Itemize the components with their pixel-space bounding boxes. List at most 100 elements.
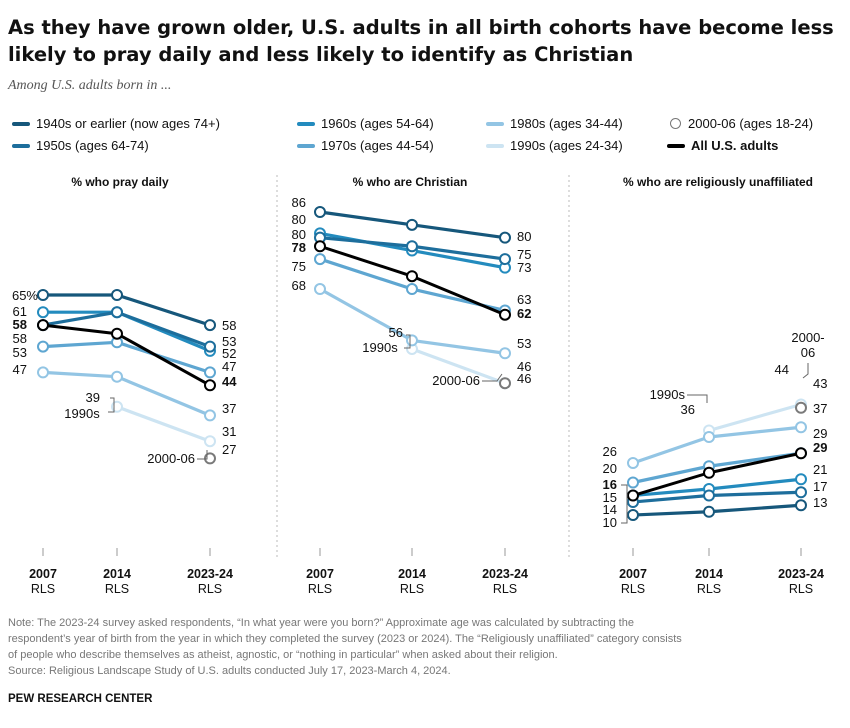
legend-item-1970s: 1970s (ages 44-54) <box>297 138 434 153</box>
data-label: 65% <box>12 288 38 303</box>
series-line-1990s <box>708 402 802 433</box>
data-point-all <box>204 379 216 392</box>
data-point-all <box>111 327 123 340</box>
data-point-1940s <box>499 231 511 244</box>
data-label: 20 <box>603 461 617 476</box>
chart-subtitle: Among U.S. adults born in ... <box>8 78 172 93</box>
data-point-all <box>37 319 49 332</box>
panel-title: % who are religiously unaffiliated <box>623 175 813 189</box>
legend-label: 1970s (ages 44-54) <box>321 138 434 153</box>
legend-label: 1940s or earlier (now ages 74+) <box>36 116 220 131</box>
data-point-1970s <box>314 253 326 266</box>
x-tick-label: 2023-24 <box>778 567 824 581</box>
data-label: 16 <box>603 477 617 492</box>
data-point-1950s <box>406 240 418 253</box>
data-label: 29 <box>813 426 827 441</box>
source-line: Source: Religious Landscape Study of U.S… <box>8 665 451 677</box>
x-tick-label: 2007 <box>306 567 334 581</box>
data-point-all <box>406 270 418 283</box>
chart-title: As they have grown older, U.S. adults in… <box>8 16 834 66</box>
data-point-all <box>314 240 326 253</box>
data-point-1940s <box>795 499 807 512</box>
data-label: 58 <box>13 317 27 332</box>
data-point-1980s <box>627 457 639 469</box>
series-line-all <box>42 323 211 387</box>
data-point-1950s <box>499 253 511 266</box>
annotation-2000-06: 2000- <box>791 330 824 345</box>
data-label: 58 <box>13 331 27 346</box>
data-label: 52 <box>222 346 236 361</box>
x-tick-label: RLS <box>31 582 55 596</box>
legend-swatch <box>12 121 30 126</box>
data-label: 53 <box>517 336 531 351</box>
data-point-1940s <box>204 319 216 332</box>
x-tick-label: RLS <box>308 582 332 596</box>
data-point-1980s <box>795 421 807 434</box>
data-label: 62 <box>517 306 531 321</box>
legend-swatch <box>297 121 315 126</box>
data-label: 63 <box>517 292 531 307</box>
data-label: 26 <box>603 444 617 459</box>
annotation-2000-06: 2000-06 <box>432 373 480 388</box>
data-label: 53 <box>222 334 236 349</box>
data-point-2000-06 <box>795 401 807 414</box>
legend-label: 1960s (ages 54-64) <box>321 116 434 131</box>
data-point-1950s <box>795 486 807 499</box>
data-label: 46 <box>517 371 531 386</box>
data-label: 44 <box>775 362 789 377</box>
data-label: 14 <box>603 502 617 517</box>
data-label: 58 <box>222 318 236 333</box>
data-point-1940s <box>406 218 418 231</box>
legend-item-1990s: 1990s (ages 24-34) <box>486 138 623 153</box>
x-tick-label: RLS <box>789 582 813 596</box>
note-line: of people who describe themselves as ath… <box>8 649 558 661</box>
data-label: 47 <box>13 362 27 377</box>
data-label: 68 <box>292 278 306 293</box>
data-point-1970s <box>37 340 49 353</box>
x-tick-label: 2014 <box>103 567 131 581</box>
data-point-1960s <box>37 306 49 319</box>
annotation-leader <box>108 397 115 413</box>
legend-label: 2000-06 (ages 18-24) <box>688 116 814 131</box>
data-label: 10 <box>603 515 617 530</box>
legend-swatch <box>667 143 685 148</box>
data-point-2000-06 <box>499 377 511 390</box>
data-label: 86 <box>292 195 306 210</box>
data-label: 31 <box>222 424 236 439</box>
x-tick-label: RLS <box>493 582 517 596</box>
data-label: 13 <box>813 495 827 510</box>
data-point-1970s <box>204 366 216 379</box>
data-label: 37 <box>813 401 827 416</box>
data-point-1940s <box>314 206 326 218</box>
data-point-1950s <box>111 306 123 319</box>
annotation-2000-06: 2000-06 <box>147 451 195 466</box>
panel-title: % who pray daily <box>71 175 169 189</box>
x-tick-label: 2007 <box>29 567 57 581</box>
data-label: 80 <box>517 229 531 244</box>
series-line-1990s <box>116 405 211 443</box>
annotation-leader <box>802 363 809 379</box>
x-tick-label: 2014 <box>695 567 723 581</box>
legend-swatch <box>486 121 504 126</box>
annotation-leader <box>404 334 411 349</box>
data-label: 21 <box>813 462 827 477</box>
x-tick-label: RLS <box>105 582 129 596</box>
label-bracket <box>621 484 628 524</box>
data-point-all <box>703 466 715 479</box>
legend-item-1950s: 1950s (ages 64-74) <box>12 138 149 153</box>
x-tick-label: RLS <box>198 582 222 596</box>
data-point-1940s <box>37 289 49 301</box>
x-tick-label: 2023-24 <box>187 567 233 581</box>
footer-note: Note: The 2023-24 survey asked responden… <box>8 615 838 679</box>
legend-swatch <box>297 143 315 148</box>
annotation-leader <box>197 450 208 460</box>
data-label: 53 <box>13 345 27 360</box>
data-label: 80 <box>292 212 306 227</box>
x-tick-label: RLS <box>697 582 721 596</box>
legend-item-2000-06: 2000-06 (ages 18-24) <box>667 116 813 131</box>
annotation-1990s: 1990s <box>64 406 100 421</box>
panel-title: % who are Christian <box>353 175 468 189</box>
series-line-1970s <box>42 340 211 374</box>
data-point-all <box>627 489 639 502</box>
legend-swatch <box>486 143 504 148</box>
